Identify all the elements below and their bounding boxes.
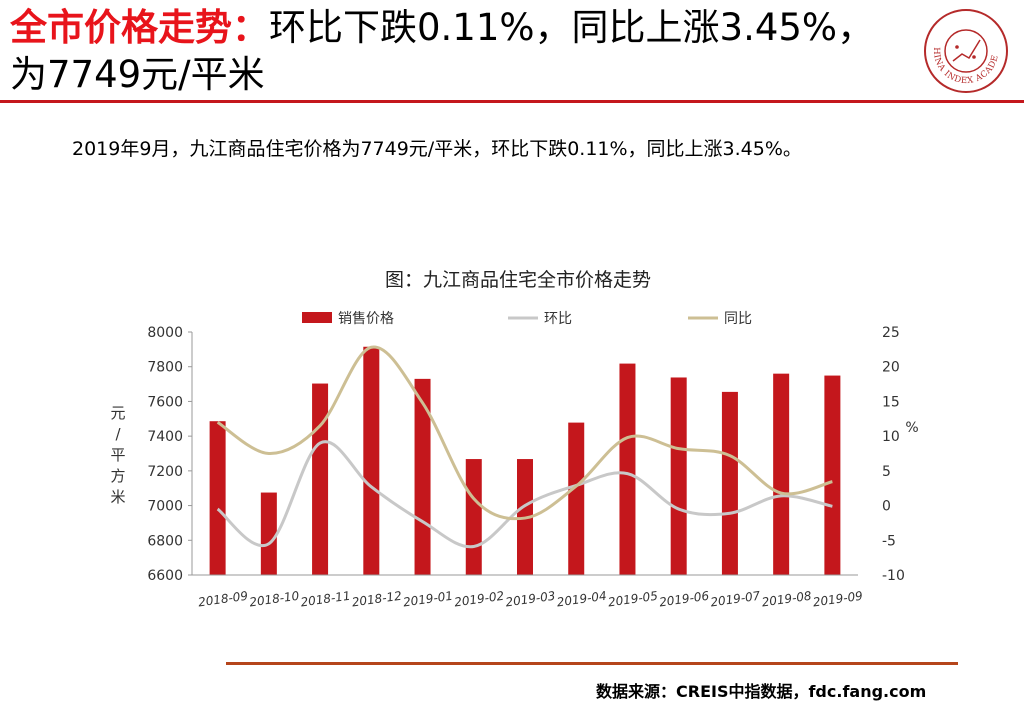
left-tick-label: 8000 bbox=[147, 325, 183, 341]
left-axis-label-char: / bbox=[115, 425, 121, 443]
bar-2019-08 bbox=[773, 373, 790, 575]
right-tick-label: -10 bbox=[882, 568, 905, 584]
x-tick-label: 2019-07 bbox=[710, 589, 762, 610]
line-同比 bbox=[216, 345, 833, 521]
legend-label: 同比 bbox=[724, 311, 752, 327]
chart-legend: 销售价格 环比 同比 bbox=[302, 311, 752, 327]
price-trend-chart: 图：九江商品住宅全市价格走势 销售价格 环比 同比 6600 6800 7000 7200… bbox=[0, 262, 1024, 622]
left-axis-label-char: 方 bbox=[110, 467, 125, 485]
right-tick-label: 0 bbox=[882, 499, 891, 515]
bar-2019-01 bbox=[414, 378, 431, 575]
svg-text:CHINA INDEX ACADEMY: CHINA INDEX ACADEMY bbox=[922, 7, 1001, 86]
x-tick-label: 2018-11 bbox=[300, 589, 352, 610]
bar-2019-06 bbox=[670, 377, 687, 575]
x-tick-label: 2019-06 bbox=[658, 589, 710, 610]
title-divider bbox=[0, 100, 1024, 103]
left-axis-label-char: 元 bbox=[110, 404, 125, 422]
logo-text: CHINA INDEX ACADEMY bbox=[917, 0, 1000, 86]
chart-title: 图：九江商品住宅全市价格走势 bbox=[385, 269, 651, 291]
bar-2018-09 bbox=[209, 421, 226, 575]
bar-2018-11 bbox=[312, 383, 329, 575]
x-tick-label: 2019-01 bbox=[402, 589, 454, 610]
x-tick-label: 2018-10 bbox=[248, 589, 300, 610]
right-tick-label: 25 bbox=[882, 325, 900, 341]
right-tick-label: 5 bbox=[882, 464, 891, 480]
left-tick-label: 6600 bbox=[147, 568, 183, 584]
line-series bbox=[216, 345, 833, 549]
china-index-academy-logo: CHINA INDEX ACADEMY bbox=[917, 0, 1010, 95]
x-tick-label: 2018-09 bbox=[197, 589, 249, 610]
x-tick-label: 2019-08 bbox=[761, 589, 813, 610]
page-title-rest: 环比下跌0.11%，同比上涨3.45%，为7749元/平米 bbox=[10, 6, 875, 96]
right-tick-label: 15 bbox=[882, 394, 900, 410]
data-source: 数据来源：CREIS中指数据，fdc.fang.com bbox=[596, 682, 927, 701]
x-tick-label: 2019-03 bbox=[505, 589, 557, 610]
bar-2019-04 bbox=[568, 422, 585, 575]
left-tick-label: 7000 bbox=[147, 499, 183, 515]
bar-2019-07 bbox=[721, 391, 738, 575]
bar-2018-10 bbox=[260, 492, 277, 575]
page-title-highlight: 全市价格走势： bbox=[10, 6, 269, 49]
x-tick-label: 2018-12 bbox=[351, 589, 403, 610]
summary-text: 2019年9月，九江商品住宅价格为7749元/平米，环比下跌0.11%，同比上涨… bbox=[72, 138, 802, 160]
x-tick-label: 2019-05 bbox=[607, 589, 659, 610]
bar-2019-05 bbox=[619, 363, 636, 575]
page-title: 全市价格走势：环比下跌0.11%，同比上涨3.45%，为7749元/平米 bbox=[10, 4, 910, 98]
x-axis: 2018-09 2018-10 2018-11 2018-12 2019-01 2019-… bbox=[192, 574, 864, 610]
left-tick-label: 7200 bbox=[147, 464, 183, 480]
x-tick-label: 2019-04 bbox=[556, 589, 608, 610]
left-tick-label: 7800 bbox=[147, 360, 183, 376]
bar-2019-02 bbox=[465, 459, 482, 575]
bar-2018-12 bbox=[363, 346, 380, 575]
x-tick-label: 2019-09 bbox=[812, 589, 864, 610]
right-axis-label: % bbox=[905, 420, 918, 436]
left-tick-label: 7400 bbox=[147, 429, 183, 445]
left-axis: 6600 6800 7000 7200 7400 7600 7800 8000 元 / 平方米 bbox=[110, 325, 193, 584]
x-tick-label: 2019-02 bbox=[453, 589, 505, 610]
right-axis: -10 -5 0 5 10 15 20 25% bbox=[882, 325, 919, 584]
bar-2019-09 bbox=[824, 375, 841, 575]
right-tick-label: -5 bbox=[882, 533, 896, 549]
right-tick-label: 10 bbox=[882, 429, 900, 445]
legend-swatch bbox=[302, 312, 332, 323]
legend-label: 销售价格 bbox=[338, 311, 394, 327]
bar-series bbox=[209, 346, 841, 575]
footer-divider bbox=[226, 662, 958, 665]
left-tick-label: 7600 bbox=[147, 394, 183, 410]
left-axis-label-char: 平 bbox=[110, 446, 125, 464]
legend-label: 环比 bbox=[544, 311, 572, 327]
left-tick-label: 6800 bbox=[147, 533, 183, 549]
right-tick-label: 20 bbox=[882, 360, 900, 376]
left-axis-label-char: 米 bbox=[110, 488, 125, 506]
